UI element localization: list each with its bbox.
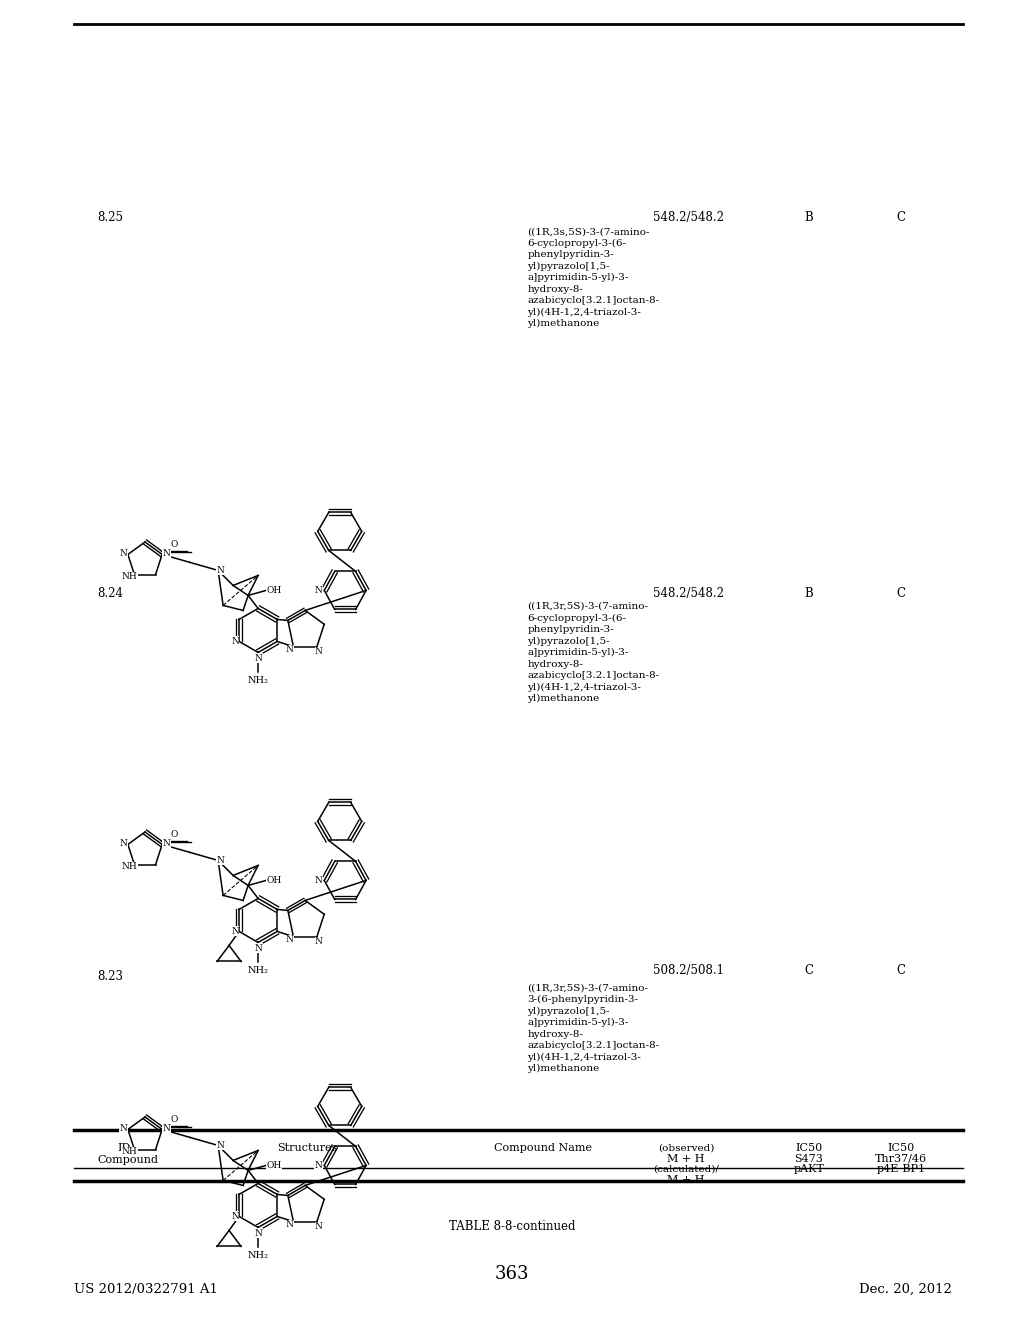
Text: p4E-BP1: p4E-BP1 bbox=[877, 1164, 926, 1175]
Text: Compound: Compound bbox=[97, 1155, 159, 1166]
Text: N: N bbox=[231, 638, 239, 645]
Text: pAKT: pAKT bbox=[794, 1164, 824, 1175]
Text: NH₂: NH₂ bbox=[248, 1251, 268, 1259]
Text: OH: OH bbox=[266, 876, 282, 884]
Text: N: N bbox=[286, 1220, 293, 1229]
Text: Compound Name: Compound Name bbox=[494, 1143, 592, 1154]
Text: S473: S473 bbox=[795, 1154, 823, 1164]
Text: Dec. 20, 2012: Dec. 20, 2012 bbox=[859, 1283, 952, 1296]
Text: N: N bbox=[120, 549, 128, 558]
Text: N: N bbox=[286, 935, 293, 944]
Text: C: C bbox=[897, 211, 905, 224]
Text: Thr37/46: Thr37/46 bbox=[876, 1154, 927, 1164]
Text: C: C bbox=[805, 964, 813, 977]
Text: O: O bbox=[170, 830, 178, 840]
Text: IC50: IC50 bbox=[888, 1143, 914, 1154]
Text: NH₂: NH₂ bbox=[248, 676, 268, 685]
Text: 8.24: 8.24 bbox=[97, 587, 123, 601]
Text: O: O bbox=[170, 540, 178, 549]
Text: (calculated)/: (calculated)/ bbox=[653, 1164, 719, 1173]
Text: 8.25: 8.25 bbox=[97, 211, 123, 224]
Text: N: N bbox=[216, 855, 224, 865]
Text: B: B bbox=[805, 211, 813, 224]
Text: N: N bbox=[315, 647, 323, 656]
Text: N: N bbox=[162, 1123, 170, 1133]
Text: N: N bbox=[315, 1222, 323, 1232]
Text: N: N bbox=[254, 1229, 262, 1238]
Text: ID: ID bbox=[118, 1143, 131, 1154]
Text: O: O bbox=[170, 1115, 178, 1123]
Text: N: N bbox=[216, 1140, 224, 1150]
Text: N: N bbox=[254, 944, 262, 953]
Text: C: C bbox=[897, 587, 905, 601]
Text: 508.2/508.1: 508.2/508.1 bbox=[652, 964, 724, 977]
Text: 8.23: 8.23 bbox=[97, 970, 123, 983]
Text: N: N bbox=[254, 653, 262, 663]
Text: 548.2/548.2: 548.2/548.2 bbox=[652, 211, 724, 224]
Text: ((1R,3s,5S)-3-(7-amino-
6-cyclopropyl-3-(6-
phenylpyridin-3-
yl)pyrazolo[1,5-
a]: ((1R,3s,5S)-3-(7-amino- 6-cyclopropyl-3-… bbox=[527, 227, 659, 329]
Text: ((1R,3r,5S)-3-(7-amino-
6-cyclopropyl-3-(6-
phenylpyridin-3-
yl)pyrazolo[1,5-
a]: ((1R,3r,5S)-3-(7-amino- 6-cyclopropyl-3-… bbox=[527, 602, 659, 704]
Text: 548.2/548.2: 548.2/548.2 bbox=[652, 587, 724, 601]
Text: N: N bbox=[216, 566, 224, 576]
Text: NH: NH bbox=[122, 1147, 137, 1156]
Text: M + H: M + H bbox=[668, 1154, 705, 1164]
Text: OH: OH bbox=[266, 1160, 282, 1170]
Text: N: N bbox=[231, 927, 239, 936]
Text: N: N bbox=[120, 1123, 128, 1133]
Text: N: N bbox=[314, 1160, 323, 1170]
Text: N: N bbox=[231, 1212, 239, 1221]
Text: NH: NH bbox=[122, 572, 137, 581]
Text: C: C bbox=[897, 964, 905, 977]
Text: 363: 363 bbox=[495, 1265, 529, 1283]
Text: M + H: M + H bbox=[668, 1175, 705, 1185]
Text: US 2012/0322791 A1: US 2012/0322791 A1 bbox=[74, 1283, 218, 1296]
Text: B: B bbox=[805, 587, 813, 601]
Text: OH: OH bbox=[266, 586, 282, 595]
Text: Structures: Structures bbox=[278, 1143, 337, 1154]
Text: NH: NH bbox=[122, 862, 137, 871]
Text: N: N bbox=[286, 645, 293, 655]
Text: N: N bbox=[162, 549, 170, 558]
Text: N: N bbox=[314, 586, 323, 595]
Text: N: N bbox=[315, 937, 323, 946]
Text: IC50: IC50 bbox=[796, 1143, 822, 1154]
Text: N: N bbox=[314, 876, 323, 884]
Text: (observed): (observed) bbox=[657, 1143, 715, 1152]
Text: N: N bbox=[120, 840, 128, 847]
Text: TABLE 8-8-continued: TABLE 8-8-continued bbox=[449, 1220, 575, 1233]
Text: N: N bbox=[162, 840, 170, 847]
Text: ((1R,3r,5S)-3-(7-amino-
3-(6-phenylpyridin-3-
yl)pyrazolo[1,5-
a]pyrimidin-5-yl): ((1R,3r,5S)-3-(7-amino- 3-(6-phenylpyrid… bbox=[527, 983, 659, 1073]
Text: NH₂: NH₂ bbox=[248, 966, 268, 975]
